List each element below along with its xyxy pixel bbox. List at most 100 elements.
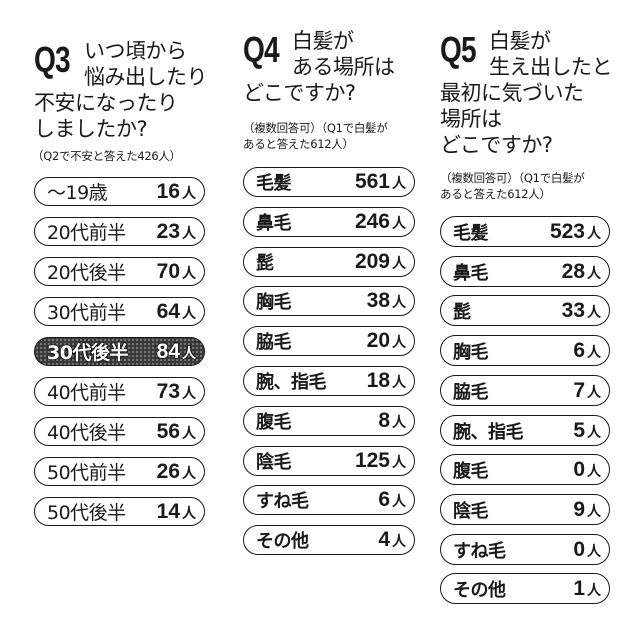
q5-note-line: あると答えた612人） bbox=[440, 187, 551, 201]
q5-row-label: 髭 bbox=[453, 301, 471, 323]
q4-row-unit: 人 bbox=[392, 375, 406, 391]
q5-row-count: 7 bbox=[573, 378, 585, 402]
q4-row-value: 38 人 bbox=[367, 289, 406, 313]
q5-row-count: 6 bbox=[573, 338, 585, 362]
q5-row-unit: 人 bbox=[587, 344, 601, 361]
q3-row: 50代前半 26 人 bbox=[34, 457, 205, 486]
q5-row: その他 1 人 bbox=[440, 573, 610, 604]
q5-row-unit: 人 bbox=[587, 582, 601, 599]
q3-row-label: 〜19歳 bbox=[47, 182, 108, 204]
q3-row-label: 20代前半 bbox=[47, 222, 126, 244]
q3-note: （Q2で不安と答えた426人） bbox=[32, 149, 181, 163]
q4-row-unit: 人 bbox=[392, 295, 406, 311]
q5-row-count: 9 bbox=[573, 497, 585, 521]
q4-row-count: 125 bbox=[354, 449, 390, 472]
q3-row: 〜19歳 16 人 bbox=[34, 177, 205, 206]
q3-row-label: 50代後半 bbox=[47, 502, 126, 524]
q3-row-unit: 人 bbox=[182, 225, 196, 242]
q4-row-count: 38 bbox=[366, 289, 390, 312]
q5-row-unit: 人 bbox=[587, 304, 601, 321]
q3-row: 40代後半 56 人 bbox=[34, 417, 205, 446]
q5-row-label: 胸毛 bbox=[453, 341, 489, 363]
q4-row-value: 561 人 bbox=[355, 170, 406, 194]
q4-row-count: 8 bbox=[378, 409, 390, 432]
q5-row-count: 0 bbox=[573, 457, 585, 481]
q5-row-unit: 人 bbox=[587, 503, 601, 520]
q5-row-count: 5 bbox=[573, 418, 585, 442]
q5-row-count: 33 bbox=[561, 298, 585, 322]
q5-number: Q5 bbox=[440, 29, 477, 70]
q4-row-value: 246 人 bbox=[355, 210, 406, 234]
q3-row-count: 64 bbox=[156, 299, 180, 323]
q5-row-unit: 人 bbox=[587, 265, 601, 282]
q4-row: 胸毛 38 人 bbox=[243, 286, 415, 316]
q4-row-unit: 人 bbox=[392, 455, 406, 471]
q3-row-value: 73 人 bbox=[157, 380, 196, 404]
q5-row-unit: 人 bbox=[587, 384, 601, 401]
q4-row-count: 6 bbox=[378, 488, 390, 511]
q4-row-label: 脇毛 bbox=[256, 332, 292, 353]
q3-row-value: 70 人 bbox=[157, 260, 196, 284]
q3-row-label: 40代前半 bbox=[47, 382, 126, 404]
q5-row: 腕、指毛 5 人 bbox=[440, 415, 610, 446]
q3-title-line: 悩み出したり bbox=[84, 65, 208, 89]
q4-row-count: 246 bbox=[354, 210, 390, 233]
q4-row-value: 125 人 bbox=[355, 449, 406, 473]
q5-row: 毛髪 523 人 bbox=[440, 216, 610, 247]
q3-row-value: 14 人 bbox=[157, 500, 196, 524]
q3-row-value: 26 人 bbox=[157, 460, 196, 484]
q3-row-count: 26 bbox=[156, 459, 180, 483]
q4-row-unit: 人 bbox=[392, 335, 406, 351]
q4-row-label: その他 bbox=[256, 531, 309, 552]
q5-title-line: 最初に気づいた bbox=[440, 81, 584, 105]
q3-row-count: 70 bbox=[156, 259, 180, 283]
q4-row-unit: 人 bbox=[392, 534, 406, 550]
q3-row-count: 16 bbox=[156, 179, 180, 203]
q3-row-highlighted: 30代後半 84 人 bbox=[34, 337, 205, 366]
q3-row-count: 84 bbox=[156, 339, 180, 363]
q5-row-count: 28 bbox=[561, 259, 585, 283]
q5-row-label: 鼻毛 bbox=[453, 262, 489, 284]
q5-row-count: 1 bbox=[573, 576, 585, 600]
q3-row-unit: 人 bbox=[182, 385, 196, 402]
q4-row-count: 20 bbox=[366, 329, 390, 352]
q5-row-label: 毛髪 bbox=[453, 222, 489, 244]
q3-title-line: 不安になったり bbox=[34, 91, 178, 115]
q5-row-unit: 人 bbox=[587, 543, 601, 560]
q3-row: 30代前半 64 人 bbox=[34, 297, 205, 326]
q3-row-label: 30代後半 bbox=[47, 342, 128, 364]
q5-row-label: 脇毛 bbox=[453, 381, 489, 403]
q4-note-line: あると答えた612人） bbox=[243, 137, 354, 151]
q3-row-unit: 人 bbox=[182, 465, 196, 482]
q4-row-label: 腕、指毛 bbox=[256, 372, 327, 393]
q3-title-line: しましたか? bbox=[34, 117, 148, 141]
q5-row-unit: 人 bbox=[587, 463, 601, 480]
q3-row-label: 50代前半 bbox=[47, 462, 126, 484]
q3-row-count: 14 bbox=[156, 499, 180, 523]
q5-note-line: （複数回答可）（Q1で白髪が bbox=[440, 171, 585, 185]
q4-title-line: どこですか? bbox=[243, 81, 356, 105]
q4-row-unit: 人 bbox=[392, 415, 406, 431]
q5-row: 鼻毛 28 人 bbox=[440, 256, 610, 287]
q4-note-line: （複数回答可）（Q1で白髪が bbox=[243, 121, 388, 135]
q3-row: 20代後半 70 人 bbox=[34, 257, 205, 286]
q4-row: 腹毛 8 人 bbox=[243, 406, 415, 436]
q4-row-label: 陰毛 bbox=[256, 452, 292, 473]
q5-row-value: 523 人 bbox=[550, 220, 601, 244]
q3-row-unit: 人 bbox=[182, 345, 196, 362]
q4-row: 陰毛 125 人 bbox=[243, 446, 415, 476]
q5-row-label: 陰毛 bbox=[453, 500, 489, 522]
q4-row-value: 20 人 bbox=[367, 329, 406, 353]
q4-row: 髭 209 人 bbox=[243, 247, 415, 277]
q5-row-label: すね毛 bbox=[453, 540, 506, 562]
q4-row-label: 胸毛 bbox=[256, 292, 292, 313]
q4-row: 鼻毛 246 人 bbox=[243, 207, 415, 237]
q5-row: 髭 33 人 bbox=[440, 295, 610, 326]
q4-row-count: 209 bbox=[354, 250, 390, 273]
q4-row-label: すね毛 bbox=[256, 491, 309, 512]
q4-row: すね毛 6 人 bbox=[243, 485, 415, 515]
